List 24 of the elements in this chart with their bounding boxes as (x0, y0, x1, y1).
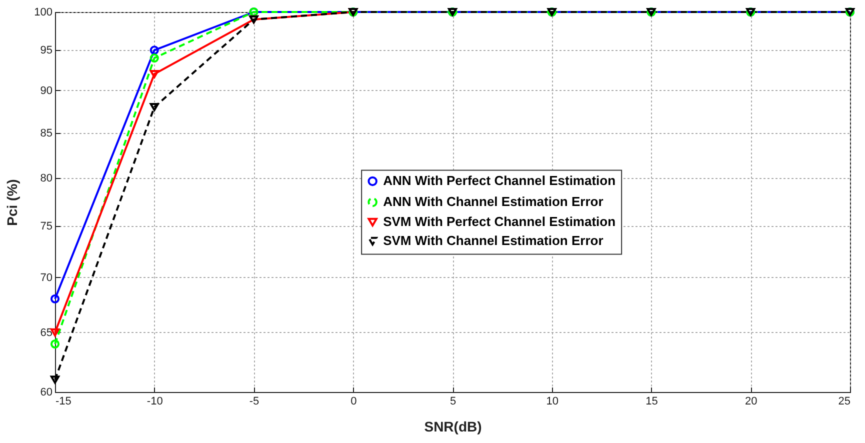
x-tick-label: 5 (450, 396, 456, 408)
y-axis-title: Pci (%) (4, 179, 20, 226)
y-tick-label: 85 (40, 127, 52, 140)
y-tick-label: 60 (40, 386, 52, 398)
y-tick-label: 100 (34, 6, 52, 18)
x-tick-label: 0 (350, 396, 357, 408)
legend-label: SVM With Perfect Channel Estimation (383, 214, 616, 230)
x-tick-label: 20 (745, 396, 758, 408)
y-tick-label: 80 (40, 172, 52, 184)
legend-label: ANN With Channel Estimation Error (383, 194, 604, 210)
legend-label: ANN With Perfect Channel Estimation (383, 173, 616, 188)
x-tick-label: 15 (646, 396, 658, 408)
x-axis-title: SNR(dB) (424, 418, 482, 434)
y-tick-label: 65 (40, 326, 52, 339)
y-tick-label: 70 (40, 272, 52, 284)
x-tick-label: 25 (838, 396, 850, 408)
x-tick-label: 10 (546, 396, 558, 408)
x-tick-label: -15 (56, 396, 72, 408)
legend-label: SVM With Channel Estimation Error (383, 233, 604, 248)
y-tick-label: 75 (40, 220, 52, 233)
x-tick-label: -10 (146, 396, 163, 408)
x-tick-label: -5 (249, 396, 260, 408)
y-tick-label: 90 (40, 84, 52, 97)
y-tick-label: 95 (40, 44, 52, 57)
